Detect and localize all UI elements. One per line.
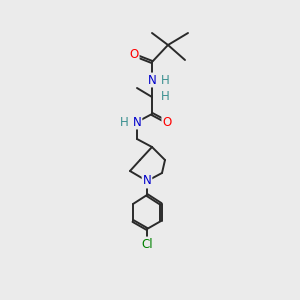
Text: H: H: [120, 116, 128, 128]
Text: Cl: Cl: [141, 238, 153, 250]
Text: H: H: [160, 74, 169, 86]
Text: O: O: [129, 49, 139, 62]
Text: N: N: [148, 74, 156, 86]
Text: H: H: [160, 91, 169, 103]
Text: N: N: [133, 116, 141, 128]
Text: N: N: [142, 175, 152, 188]
Text: O: O: [162, 116, 172, 128]
